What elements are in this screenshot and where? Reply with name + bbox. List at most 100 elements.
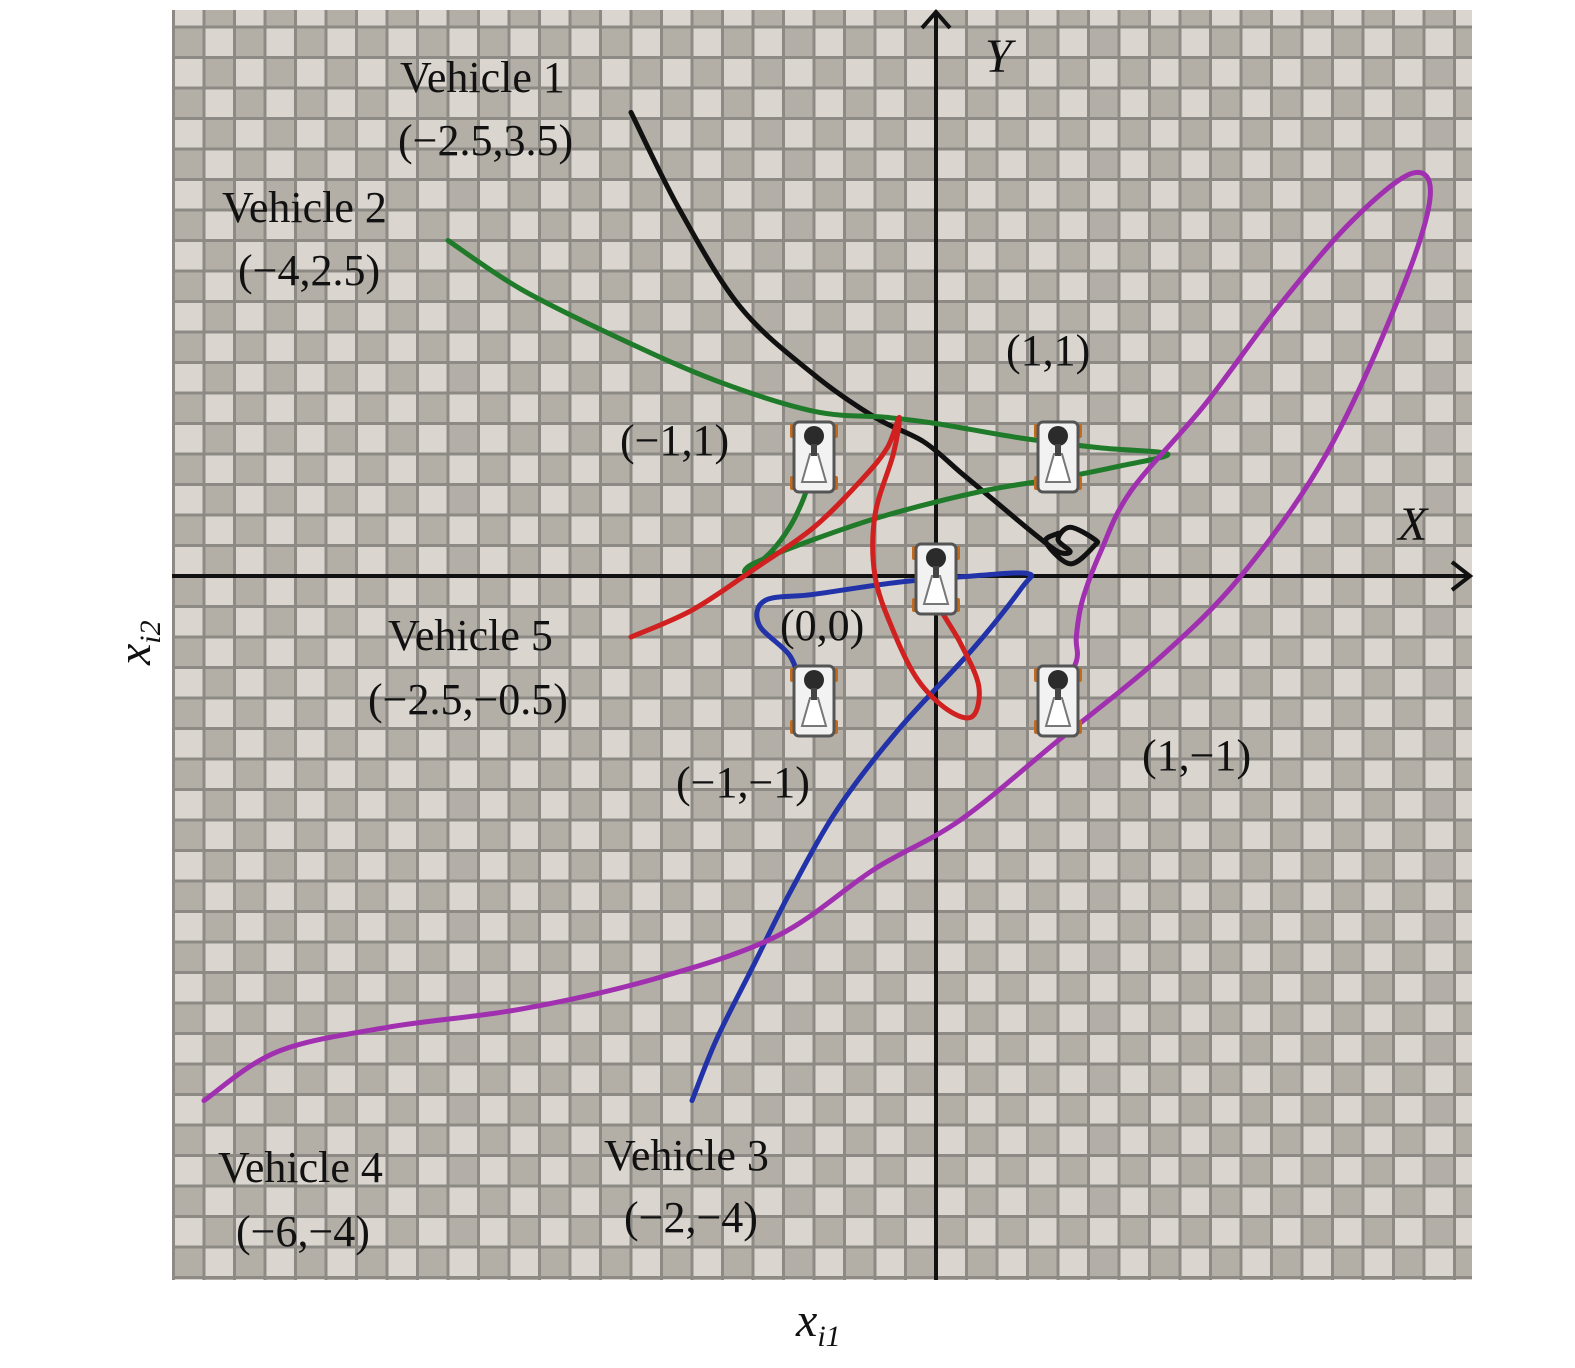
floor-tile [388, 150, 416, 178]
floor-tile [907, 120, 935, 148]
floor-tile [754, 791, 782, 819]
floor-tile [205, 1004, 233, 1032]
floor-tile [754, 150, 782, 178]
floor-tile [419, 211, 447, 239]
vehicle-3-trajectory [689, 570, 1035, 1104]
floor-tile [541, 1157, 569, 1185]
floor-tile [175, 577, 203, 605]
floor-tile [1334, 120, 1362, 148]
floor-tile [754, 120, 782, 148]
floor-tile [205, 730, 233, 758]
floor-tile [1334, 150, 1362, 178]
floor-tile [1181, 10, 1209, 26]
floor-tile [510, 1065, 538, 1093]
floor-tile [236, 608, 264, 636]
floor-tile [602, 1157, 630, 1185]
floor-tile [1334, 913, 1362, 941]
floor-tile [602, 852, 630, 880]
floor-tile [510, 1157, 538, 1185]
floor-tile [815, 913, 843, 941]
floor-tile [1364, 1126, 1392, 1154]
floor-tile [602, 10, 630, 26]
floor-tile [236, 791, 264, 819]
floor-tile [602, 364, 630, 392]
floor-tile [1456, 1157, 1472, 1185]
floor-tile [571, 638, 599, 666]
floor-tile [541, 1096, 569, 1124]
floor-tile [1242, 1126, 1270, 1154]
floor-tile [1151, 1035, 1179, 1063]
floor-tile [693, 1126, 721, 1154]
floor-tile [510, 882, 538, 910]
floor-tile [175, 364, 203, 392]
floor-tile [571, 333, 599, 361]
floor-tile [1059, 974, 1087, 1002]
floor-tile [724, 821, 752, 849]
floor-tile [785, 943, 813, 971]
floor-tile [1303, 821, 1331, 849]
floor-tile [297, 1248, 325, 1276]
floor-tile [846, 303, 874, 331]
floor-tile [236, 394, 264, 422]
floor-tile [1334, 1096, 1362, 1124]
floor-tile [571, 852, 599, 880]
floor-tile [1303, 120, 1331, 148]
floor-tile [663, 730, 691, 758]
floor-tile [1364, 1096, 1392, 1124]
floor-tile [876, 1218, 904, 1246]
floor-tile [297, 882, 325, 910]
floor-tile [1151, 1187, 1179, 1215]
floor-tile [266, 943, 294, 971]
floor-tile [1029, 913, 1057, 941]
floor-tile [449, 1065, 477, 1093]
floor-tile [327, 272, 355, 300]
floor-tile [1120, 1187, 1148, 1215]
floor-tile [1212, 333, 1240, 361]
floor-tile [480, 821, 508, 849]
floor-tile [266, 913, 294, 941]
floor-tile [1334, 577, 1362, 605]
floor-tile [480, 150, 508, 178]
floor-tile [632, 1096, 660, 1124]
floor-tile [510, 577, 538, 605]
floor-tile [1090, 1279, 1118, 1280]
floor-tile [358, 1279, 386, 1280]
floor-tile [1273, 1004, 1301, 1032]
floor-tile [1364, 547, 1392, 575]
floor-tile [205, 1218, 233, 1246]
floor-tile [358, 211, 386, 239]
floor-tile [693, 150, 721, 178]
target-label-1-m1: (1,−1) [1142, 731, 1251, 780]
floor-tile [1181, 1004, 1209, 1032]
floor-tile [449, 730, 477, 758]
floor-tile [1059, 394, 1087, 422]
floor-tile [724, 486, 752, 514]
floor-tile [876, 1157, 904, 1185]
floor-tile [968, 943, 996, 971]
floor-tile [1395, 211, 1423, 239]
floor-tile [998, 28, 1026, 56]
floor-tile [632, 1004, 660, 1032]
floor-tile [1303, 852, 1331, 880]
floor-tile [175, 1157, 203, 1185]
floor-tile [266, 791, 294, 819]
floor-tile [449, 333, 477, 361]
floor-tile [388, 821, 416, 849]
floor-tile [815, 333, 843, 361]
floor-tile [297, 28, 325, 56]
floor-tile [510, 486, 538, 514]
floor-tile [907, 150, 935, 178]
floor-tile [632, 699, 660, 727]
floor-tile [297, 120, 325, 148]
floor-tile [937, 1004, 965, 1032]
floor-tile [693, 730, 721, 758]
floor-tile [1334, 882, 1362, 910]
floor-tile [602, 455, 630, 483]
floor-tile [358, 272, 386, 300]
floor-tile [1425, 699, 1453, 727]
floor-tile [175, 486, 203, 514]
floor-tile [205, 364, 233, 392]
floor-tile [693, 455, 721, 483]
floor-tile [236, 913, 264, 941]
floor-tile [1456, 1096, 1472, 1124]
